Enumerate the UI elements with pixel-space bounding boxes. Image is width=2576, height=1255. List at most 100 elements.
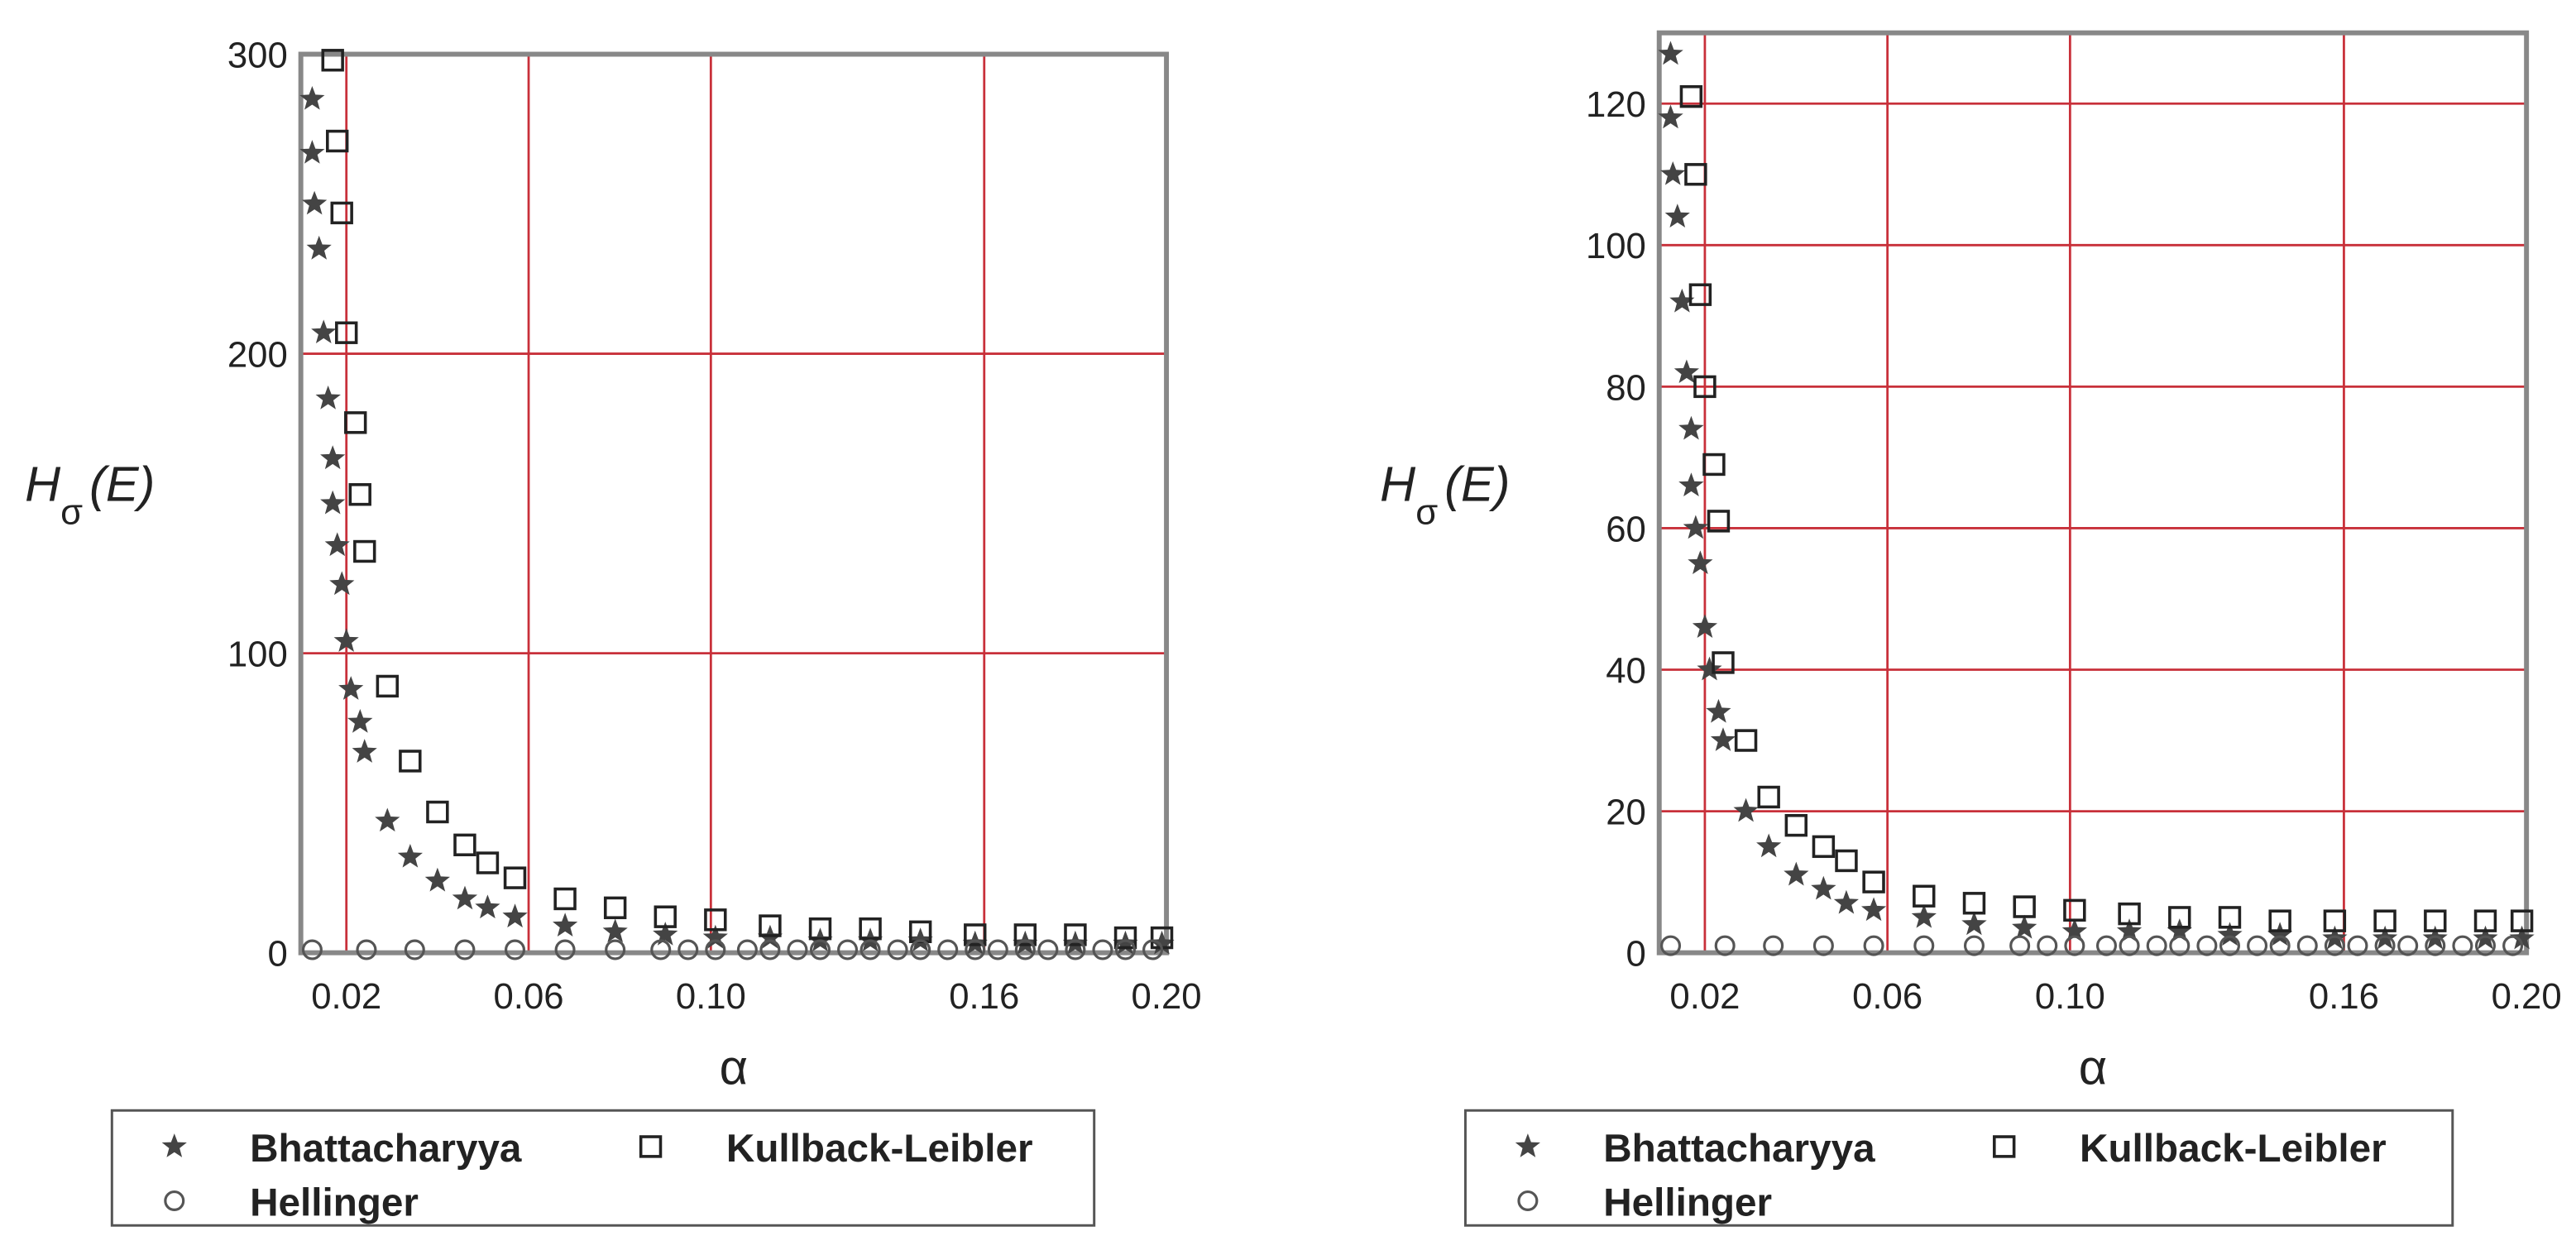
circle-marker — [356, 939, 377, 960]
star-marker — [653, 922, 678, 946]
y-axis-label-part: (E) — [1444, 457, 1510, 512]
plot-area — [1659, 32, 2527, 953]
star-marker — [2167, 918, 2192, 942]
star-marker — [1062, 930, 1088, 955]
chart-panel: 0 100 200 300 0.02 0.06 0.10 0.16 0.20 α Hσ(E) Bhat… — [25, 35, 1202, 1227]
circle-marker — [1913, 935, 1935, 956]
square-marker — [1862, 870, 1885, 893]
circle-marker — [2269, 935, 2291, 956]
star-marker — [311, 319, 337, 343]
square-marker — [453, 833, 476, 857]
circle-marker — [1963, 935, 1985, 956]
plot-area — [300, 54, 1167, 953]
circle-marker — [554, 939, 576, 960]
x-tick-label: 0.20 — [2492, 976, 2562, 1017]
star-marker — [1660, 160, 1686, 185]
circle-marker — [1014, 939, 1036, 960]
circle-marker — [605, 939, 626, 960]
star-marker — [1697, 656, 1722, 681]
star-marker — [2509, 925, 2535, 950]
circle-marker — [1714, 935, 1736, 956]
circle-marker — [2296, 935, 2318, 956]
square-marker — [1684, 163, 1707, 186]
star-marker — [1113, 930, 1138, 955]
circle-marker — [859, 939, 881, 960]
star-marker — [2217, 922, 2243, 946]
circle-marker — [2324, 935, 2345, 956]
circle-marker — [504, 939, 526, 960]
circle-marker — [1863, 935, 1884, 956]
square-marker — [2268, 909, 2291, 932]
square-marker — [1784, 813, 1808, 837]
legend-label: Kullback-Leibler — [726, 1127, 1033, 1171]
star-marker — [347, 708, 373, 733]
star-marker — [1149, 930, 1175, 955]
square-marker — [1734, 729, 1758, 752]
star-marker — [1860, 897, 1887, 922]
star-marker — [352, 739, 377, 763]
circle-marker — [2196, 935, 2218, 956]
square-marker — [326, 129, 349, 153]
star-marker — [1673, 359, 1699, 384]
square-marker — [476, 851, 500, 874]
legend-label: Hellinger — [1603, 1181, 1772, 1224]
star-marker — [1013, 930, 1038, 955]
square-marker — [1707, 510, 1731, 533]
circle-marker — [1660, 935, 1682, 956]
star-marker — [1683, 515, 1708, 539]
star-marker — [962, 930, 988, 955]
circle-marker — [1065, 939, 1086, 960]
square-marker — [2473, 909, 2497, 932]
square-marker — [1913, 884, 1936, 908]
square-marker — [335, 321, 358, 344]
star-marker — [602, 918, 628, 943]
star-marker — [1678, 415, 1704, 440]
star-marker — [2116, 918, 2143, 942]
legend-marker — [1515, 1133, 1540, 1157]
square-marker — [503, 866, 527, 889]
star-marker — [1692, 614, 1718, 639]
circle-marker — [454, 939, 476, 960]
y-tick-label: 0 — [267, 934, 287, 975]
star-marker — [1811, 875, 1836, 900]
y-axis-label: Hσ(E) — [25, 457, 155, 533]
circle-marker — [2037, 935, 2058, 956]
circle-marker — [2064, 935, 2085, 956]
star-marker — [702, 924, 728, 949]
square-marker — [399, 750, 422, 773]
square-marker — [553, 887, 577, 911]
circle-marker — [910, 939, 931, 960]
square-marker — [964, 923, 987, 946]
plot-frame — [1656, 30, 2530, 956]
legend-label: Bhattacharyya — [250, 1127, 522, 1171]
star-marker — [299, 86, 325, 110]
circle-marker — [759, 939, 781, 960]
legend-marker — [1993, 1135, 2016, 1158]
square-marker — [2013, 895, 2036, 918]
star-marker — [2061, 918, 2087, 942]
square-marker — [654, 905, 677, 928]
legend-label: Hellinger — [250, 1181, 419, 1224]
star-marker — [397, 844, 423, 868]
star-marker — [1706, 698, 1731, 723]
square-marker — [603, 896, 627, 920]
x-tick-label: 0.06 — [494, 976, 564, 1017]
star-marker — [1833, 889, 1859, 914]
star-marker — [1756, 833, 1782, 858]
circle-marker — [650, 939, 672, 960]
star-marker — [315, 386, 341, 410]
star-marker — [1688, 550, 1713, 574]
circle-marker — [937, 939, 959, 960]
star-marker — [338, 676, 364, 700]
y-tick-label: 100 — [227, 634, 288, 674]
y-tick-label: 20 — [1606, 792, 1646, 832]
square-marker — [330, 201, 353, 225]
star-marker — [1784, 861, 1809, 886]
square-marker — [2168, 906, 2191, 929]
star-marker — [320, 445, 346, 470]
circle-marker — [2095, 935, 2118, 956]
x-tick-label: 0.02 — [1669, 976, 1740, 1017]
y-axis-label: Hσ(E) — [1380, 457, 1510, 533]
